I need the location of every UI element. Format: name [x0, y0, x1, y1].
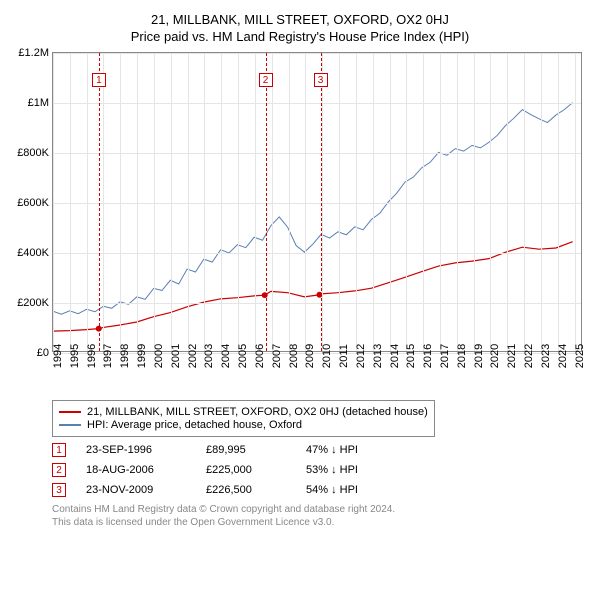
- gridline-v: [221, 53, 222, 351]
- gridline-h: [53, 103, 581, 104]
- event-price: £226,500: [206, 484, 286, 496]
- line-canvas: [53, 53, 581, 351]
- legend-item: HPI: Average price, detached house, Oxfo…: [59, 419, 428, 431]
- series-line: [53, 103, 573, 315]
- event-row: 2 18-AUG-2006 £225,000 53% ↓ HPI: [52, 463, 590, 477]
- gridline-v: [524, 53, 525, 351]
- gridline-v: [103, 53, 104, 351]
- gridline-v: [305, 53, 306, 351]
- footer-line2: This data is licensed under the Open Gov…: [52, 516, 590, 529]
- gridline-h: [53, 53, 581, 54]
- event-date: 23-SEP-1996: [86, 444, 186, 456]
- gridline-v: [70, 53, 71, 351]
- gridline-v: [154, 53, 155, 351]
- legend-swatch: [59, 424, 81, 426]
- event-marker-line: [266, 53, 267, 351]
- plot-region: £0£200K£400K£600K£800K£1M£1.2M123: [52, 52, 582, 352]
- gridline-v: [322, 53, 323, 351]
- gridline-v: [53, 53, 54, 351]
- gridline-v: [558, 53, 559, 351]
- gridline-v: [474, 53, 475, 351]
- y-axis-label: £200K: [11, 297, 49, 309]
- gridline-v: [289, 53, 290, 351]
- gridline-v: [575, 53, 576, 351]
- event-price: £89,995: [206, 444, 286, 456]
- gridline-v: [423, 53, 424, 351]
- legend-swatch: [59, 411, 81, 413]
- gridline-v: [339, 53, 340, 351]
- y-axis-label: £600K: [11, 197, 49, 209]
- event-price: £225,000: [206, 464, 286, 476]
- gridline-v: [137, 53, 138, 351]
- event-marker-line: [321, 53, 322, 351]
- gridline-v: [238, 53, 239, 351]
- gridline-h: [53, 303, 581, 304]
- event-marker-box: 1: [92, 73, 106, 87]
- gridline-v: [541, 53, 542, 351]
- event-date: 18-AUG-2006: [86, 464, 186, 476]
- y-axis-label: £0: [11, 347, 49, 359]
- event-row: 1 23-SEP-1996 £89,995 47% ↓ HPI: [52, 443, 590, 457]
- chart-title: 21, MILLBANK, MILL STREET, OXFORD, OX2 0…: [10, 12, 590, 27]
- event-marker-box: 2: [259, 73, 273, 87]
- event-marker-line: [99, 53, 100, 351]
- chart-area: £0£200K£400K£600K£800K£1M£1.2M123 199419…: [52, 52, 582, 392]
- gridline-v: [406, 53, 407, 351]
- event-list: 1 23-SEP-1996 £89,995 47% ↓ HPI 2 18-AUG-2006…: [52, 443, 590, 497]
- series-line: [53, 242, 573, 331]
- gridline-v: [356, 53, 357, 351]
- gridline-v: [87, 53, 88, 351]
- gridline-v: [204, 53, 205, 351]
- event-delta: 53% ↓ HPI: [306, 464, 358, 476]
- gridline-v: [373, 53, 374, 351]
- legend: 21, MILLBANK, MILL STREET, OXFORD, OX2 0…: [52, 400, 435, 437]
- y-axis-label: £1.2M: [11, 47, 49, 59]
- event-date: 23-NOV-2009: [86, 484, 186, 496]
- event-number: 3: [52, 483, 66, 497]
- event-number: 2: [52, 463, 66, 477]
- event-row: 3 23-NOV-2009 £226,500 54% ↓ HPI: [52, 483, 590, 497]
- gridline-v: [390, 53, 391, 351]
- x-axis-label: 2025: [574, 344, 600, 368]
- event-delta: 54% ↓ HPI: [306, 484, 358, 496]
- gridline-h: [53, 153, 581, 154]
- gridline-v: [188, 53, 189, 351]
- gridline-h: [53, 253, 581, 254]
- y-axis-label: £800K: [11, 147, 49, 159]
- footer-line1: Contains HM Land Registry data © Crown c…: [52, 503, 590, 516]
- gridline-v: [272, 53, 273, 351]
- legend-label: 21, MILLBANK, MILL STREET, OXFORD, OX2 0…: [87, 406, 428, 418]
- gridline-h: [53, 203, 581, 204]
- event-marker-box: 3: [314, 73, 328, 87]
- gridline-v: [171, 53, 172, 351]
- gridline-v: [507, 53, 508, 351]
- event-number: 1: [52, 443, 66, 457]
- chart-container: 21, MILLBANK, MILL STREET, OXFORD, OX2 0…: [10, 12, 590, 529]
- y-axis-label: £1M: [11, 97, 49, 109]
- gridline-v: [120, 53, 121, 351]
- gridline-v: [255, 53, 256, 351]
- gridline-v: [440, 53, 441, 351]
- gridline-v: [490, 53, 491, 351]
- legend-item: 21, MILLBANK, MILL STREET, OXFORD, OX2 0…: [59, 406, 428, 418]
- y-axis-label: £400K: [11, 247, 49, 259]
- gridline-v: [457, 53, 458, 351]
- chart-subtitle: Price paid vs. HM Land Registry's House …: [10, 29, 590, 44]
- event-delta: 47% ↓ HPI: [306, 444, 358, 456]
- attribution: Contains HM Land Registry data © Crown c…: [52, 503, 590, 529]
- legend-label: HPI: Average price, detached house, Oxfo…: [87, 419, 302, 431]
